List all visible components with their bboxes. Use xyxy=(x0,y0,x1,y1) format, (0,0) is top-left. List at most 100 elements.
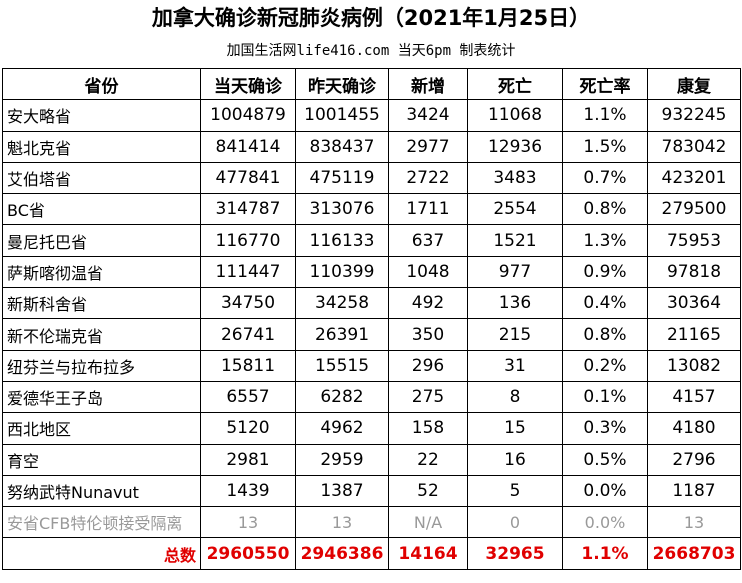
column-header: 新增 xyxy=(388,67,468,101)
cell: 2981 xyxy=(200,443,296,476)
cell: 总数 xyxy=(2,537,201,570)
cell: 97818 xyxy=(647,255,741,289)
quarantine-row: 安省CFB特伦顿接受隔离 13 13 N/A 0 0.0% 13 xyxy=(2,506,741,539)
cell: 爱德华王子岛 xyxy=(2,380,201,414)
cell: 努纳武特Nunavut xyxy=(2,474,201,508)
cell: 313076 xyxy=(295,193,389,226)
cell: 2960550 xyxy=(200,537,296,570)
cell: 1187 xyxy=(647,474,741,508)
cell: 魁北克省 xyxy=(2,130,201,163)
cell: 0.5% xyxy=(562,443,648,476)
title: 加拿大确诊新冠肺炎病例（2021年1月25日） xyxy=(151,6,591,30)
cell: 116770 xyxy=(200,224,296,257)
cell: 1711 xyxy=(388,193,468,226)
cell: 1001455 xyxy=(295,99,389,132)
column-header: 昨天确诊 xyxy=(295,67,389,101)
cell: 纽芬兰与拉布拉多 xyxy=(2,349,201,382)
table-row: 育空 2981 2959 22 16 0.5% 2796 xyxy=(2,443,741,476)
cell: 350 xyxy=(388,318,468,351)
table-row: 魁北克省 841414 838437 2977 12936 1.5% 783042 xyxy=(2,130,741,163)
cell: 5 xyxy=(467,474,563,508)
cell: 安省CFB特伦顿接受隔离 xyxy=(2,506,201,539)
cell: 3424 xyxy=(388,99,468,132)
cell: 6557 xyxy=(200,380,296,414)
cell: 新不伦瑞克省 xyxy=(2,318,201,351)
table-row: 萨斯喀彻温省 111447 110399 1048 977 0.9% 97818 xyxy=(2,255,741,289)
cell: 2946386 xyxy=(295,537,389,570)
cell: 32965 xyxy=(467,537,563,570)
table-row: 纽芬兰与拉布拉多 15811 15515 296 31 0.2% 13082 xyxy=(2,349,741,382)
cell: 215 xyxy=(467,318,563,351)
cell: 0 xyxy=(467,506,563,539)
cell: 477841 xyxy=(200,161,296,195)
column-header: 省份 xyxy=(2,67,201,101)
cell: 116133 xyxy=(295,224,389,257)
cell: 6282 xyxy=(295,380,389,414)
cell: 932245 xyxy=(647,99,741,132)
cell: N/A xyxy=(388,506,468,539)
cell: 0.8% xyxy=(562,318,648,351)
cell: 1.1% xyxy=(562,537,648,570)
table-row: 努纳武特Nunavut 1439 1387 52 5 0.0% 1187 xyxy=(2,474,741,508)
cell: 1.5% xyxy=(562,130,648,163)
cell: 26391 xyxy=(295,318,389,351)
cell: 977 xyxy=(467,255,563,289)
cell: 13 xyxy=(200,506,296,539)
cell: 3483 xyxy=(467,161,563,195)
cell: 1521 xyxy=(467,224,563,257)
cell: 新斯科舍省 xyxy=(2,287,201,320)
cell: 0.9% xyxy=(562,255,648,289)
cell: 15 xyxy=(467,412,563,445)
cell: 111447 xyxy=(200,255,296,289)
column-header: 当天确诊 xyxy=(200,67,296,101)
cell: 5120 xyxy=(200,412,296,445)
cell: 838437 xyxy=(295,130,389,163)
cell: 萨斯喀彻温省 xyxy=(2,255,201,289)
cell: 育空 xyxy=(2,443,201,476)
cell: 15811 xyxy=(200,349,296,382)
cell: 34750 xyxy=(200,287,296,320)
data-table: 省份 当天确诊 昨天确诊 新增 死亡 死亡率 康复 安大略省 1004879 1001455 34… xyxy=(2,67,741,570)
cell: 2554 xyxy=(467,193,563,226)
cell: 783042 xyxy=(647,130,741,163)
cell: 西北地区 xyxy=(2,412,201,445)
cell: 14164 xyxy=(388,537,468,570)
cell: 13 xyxy=(647,506,741,539)
cell: 4180 xyxy=(647,412,741,445)
cell: 279500 xyxy=(647,193,741,226)
cell: 34258 xyxy=(295,287,389,320)
cell: 275 xyxy=(388,380,468,414)
cell: 艾伯塔省 xyxy=(2,161,201,195)
cell: 1.3% xyxy=(562,224,648,257)
cell: 110399 xyxy=(295,255,389,289)
column-header: 康复 xyxy=(647,67,741,101)
cell: 12936 xyxy=(467,130,563,163)
cell: 1004879 xyxy=(200,99,296,132)
cell: 158 xyxy=(388,412,468,445)
cell: 2959 xyxy=(295,443,389,476)
cell: 4157 xyxy=(647,380,741,414)
cell: 136 xyxy=(467,287,563,320)
cell: 30364 xyxy=(647,287,741,320)
table-row: 爱德华王子岛 6557 6282 275 8 0.1% 4157 xyxy=(2,380,741,414)
cell: 637 xyxy=(388,224,468,257)
cell: 0.0% xyxy=(562,474,648,508)
cell: 75953 xyxy=(647,224,741,257)
subtitle: 加国生活网life416.com 当天6pm 制表统计 xyxy=(226,43,516,59)
cell: 2977 xyxy=(388,130,468,163)
cell: 2796 xyxy=(647,443,741,476)
cell: 296 xyxy=(388,349,468,382)
cell: 0.8% xyxy=(562,193,648,226)
cell: 0.0% xyxy=(562,506,648,539)
table-row: 曼尼托巴省 116770 116133 637 1521 1.3% 75953 xyxy=(2,224,741,257)
cell: 26741 xyxy=(200,318,296,351)
table-row: BC省 314787 313076 1711 2554 0.8% 279500 xyxy=(2,193,741,226)
cell: 1387 xyxy=(295,474,389,508)
cell: 15515 xyxy=(295,349,389,382)
cell: 841414 xyxy=(200,130,296,163)
cell: 曼尼托巴省 xyxy=(2,224,201,257)
table-row: 西北地区 5120 4962 158 15 0.3% 4180 xyxy=(2,412,741,445)
cell: 492 xyxy=(388,287,468,320)
cell: 1439 xyxy=(200,474,296,508)
